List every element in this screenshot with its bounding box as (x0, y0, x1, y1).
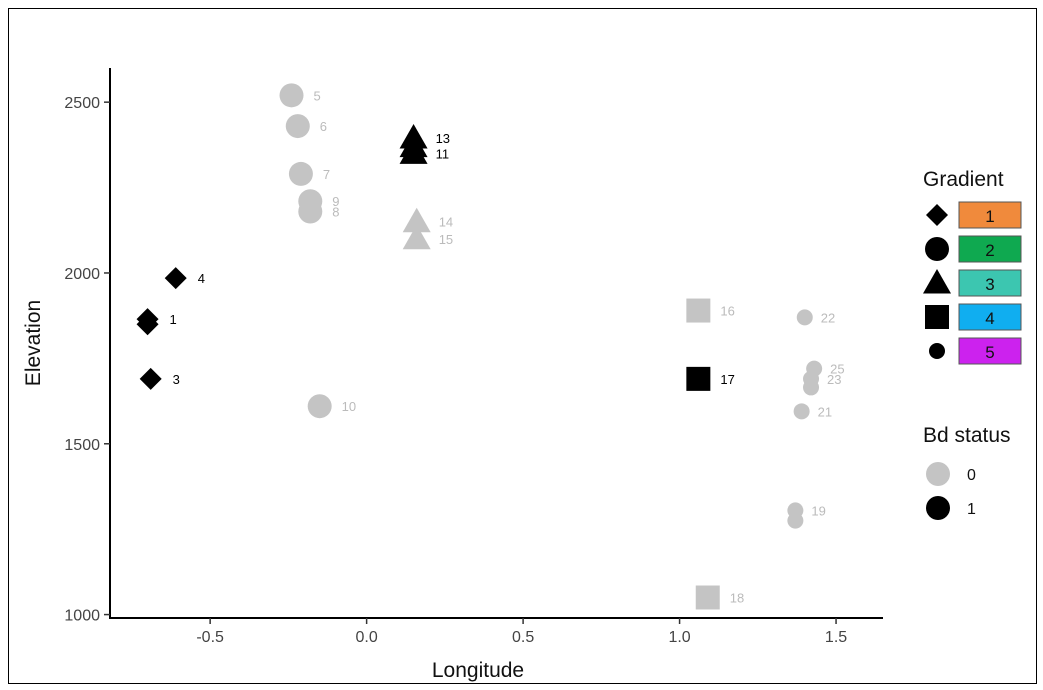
data-point-square (686, 298, 711, 323)
point-label: 10 (342, 399, 356, 414)
x-tick-label: -0.5 (196, 629, 224, 646)
point-label: 6 (320, 119, 327, 134)
point-label: 14 (439, 215, 453, 230)
data-point-circle (288, 161, 313, 186)
data-point-small-circle (796, 309, 813, 326)
data-point-circle (279, 83, 304, 108)
legend-gradient-label: 4 (985, 309, 994, 328)
point-label: 17 (720, 372, 734, 387)
y-tick-label: 1500 (64, 437, 100, 454)
x-tick-label: 0.5 (512, 629, 534, 646)
data-point-triangle (402, 207, 431, 233)
legend-gradient-label: 2 (985, 241, 994, 260)
point-label: 3 (173, 372, 180, 387)
data-point-small-circle (793, 403, 810, 420)
point-label: 22 (821, 310, 835, 325)
x-tick-label: 1.5 (825, 629, 847, 646)
x-tick-label: 1.0 (668, 629, 690, 646)
legend-square-icon (925, 305, 949, 329)
legend-gradient-swatch (958, 235, 1022, 263)
point-label: 5 (314, 88, 321, 103)
data-point-small-circle (787, 512, 804, 529)
legend-gradient-swatch (958, 303, 1022, 331)
legend-circle-icon (925, 237, 949, 261)
data-point-circle (307, 394, 332, 419)
data-point-diamond (139, 367, 162, 390)
legend-gradient-swatch (958, 201, 1022, 229)
legend-bd-dot (926, 496, 950, 520)
data-point-triangle (399, 139, 428, 164)
data-point-small-circle (803, 379, 820, 396)
point-label: 13 (436, 131, 450, 146)
y-tick-label: 2500 (64, 95, 100, 112)
point-label: 18 (730, 591, 744, 606)
legend-bd-dot (926, 462, 950, 486)
point-label: 7 (323, 167, 330, 182)
point-label: 16 (720, 304, 734, 319)
legend-gradient-label: 3 (985, 275, 994, 294)
point-label: 8 (332, 204, 339, 219)
point-label: 9 (332, 194, 339, 209)
data-point-square (686, 366, 711, 391)
legend-gradient-swatch (958, 269, 1022, 297)
data-point-circle (298, 199, 323, 224)
x-tick-label: 0.0 (355, 629, 377, 646)
legend-bd-title: Bd status (923, 424, 1011, 447)
point-label: 23 (827, 372, 841, 387)
point-label: 21 (818, 404, 832, 419)
point-label: 15 (439, 232, 453, 247)
point-label: 25 (830, 362, 844, 377)
legend-gradient-title: Gradient (923, 168, 1004, 191)
data-point-square (695, 585, 720, 610)
x-axis-title: Longitude (432, 659, 524, 682)
y-axis-title: Elevation (22, 300, 45, 386)
legend: Gradient 1 2 3 4 5 Bd status 0 1 (923, 168, 1022, 520)
axis-ticks: -0.5 0.0 0.5 1.0 1.5 1000 1500 2000 2500 (64, 95, 847, 646)
data-point-circle (285, 114, 310, 139)
point-label: 11 (436, 146, 450, 161)
legend-gradient-label: 5 (985, 343, 994, 362)
point-label: 19 (811, 503, 825, 518)
legend-triangle-icon (923, 269, 951, 294)
legend-diamond-icon (926, 204, 948, 226)
point-label: 1 (170, 312, 177, 327)
legend-small-circle-icon (929, 343, 945, 359)
y-tick-label: 2000 (64, 266, 100, 283)
data-point-diamond (164, 267, 187, 290)
legend-bd-label: 1 (967, 501, 976, 518)
data-point-triangle (402, 224, 431, 250)
chart-frame (8, 8, 1037, 684)
legend-gradient-label: 1 (985, 207, 994, 226)
legend-bd-label: 0 (967, 467, 976, 484)
legend-gradient-swatch (958, 337, 1022, 365)
y-tick-label: 1000 (64, 608, 100, 625)
data-point-diamond (136, 313, 159, 336)
point-label: 4 (198, 271, 205, 286)
